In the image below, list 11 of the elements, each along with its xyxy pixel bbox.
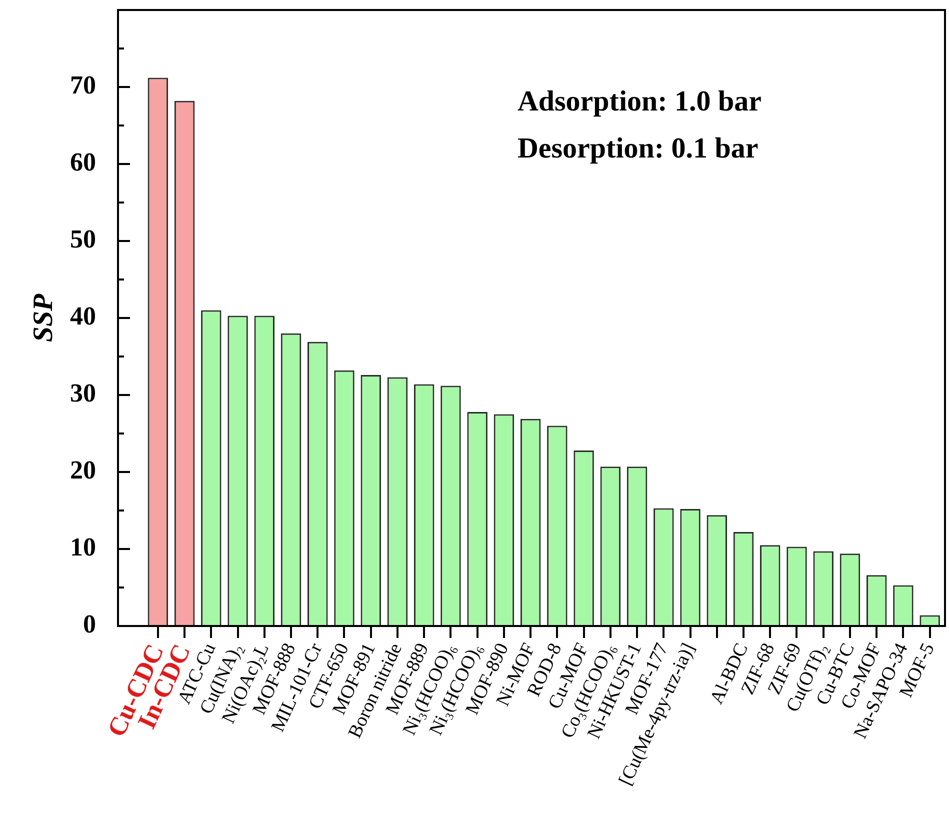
y-tick-label: 20 bbox=[70, 456, 96, 485]
y-tick-label: 10 bbox=[70, 532, 96, 562]
y-tick-label: 50 bbox=[70, 224, 96, 254]
y-axis-title: SSP bbox=[28, 292, 60, 342]
y-tick-label: 70 bbox=[70, 70, 96, 100]
y-tick-label: 0 bbox=[83, 610, 96, 639]
annotation: Desorption: 0.1 bar bbox=[517, 132, 758, 164]
y-tick-label: 30 bbox=[70, 378, 96, 408]
y-tick-label: 40 bbox=[70, 302, 96, 331]
y-tick-label: 60 bbox=[70, 148, 96, 177]
annotation: Adsorption: 1.0 bar bbox=[517, 85, 762, 118]
